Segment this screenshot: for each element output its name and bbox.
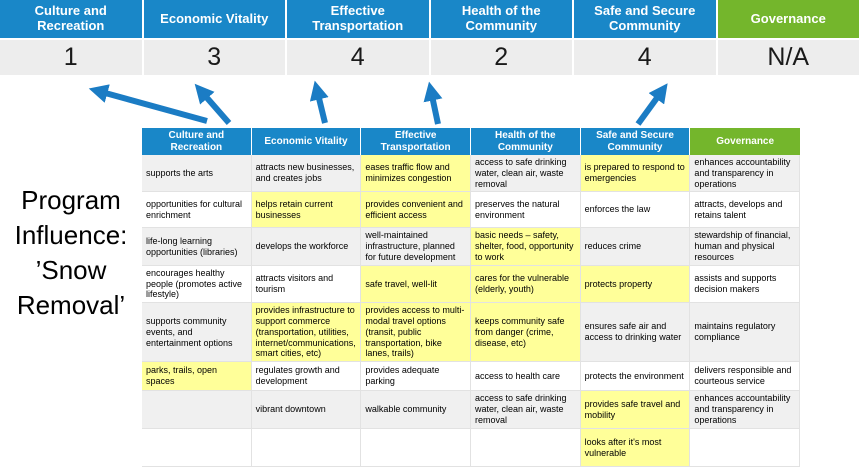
influence-arrow-5 <box>638 91 662 124</box>
matrix-cell-r3c4: basic needs – safety, shelter, food, opp… <box>471 228 581 265</box>
matrix-body: supports the arts attracts new businesse… <box>142 155 800 467</box>
matrix-cell-r4c2: attracts visitors and tourism <box>252 266 362 303</box>
matrix-cell-r3c3: well-maintained infrastructure, planned … <box>361 228 471 265</box>
matrix-cell-r3c1: life-long learning opportunities (librar… <box>142 228 252 265</box>
matrix-cell-r1c6: enhances accountability and transparency… <box>690 155 800 192</box>
matrix-column-header-governance: Governance <box>690 128 800 155</box>
matrix-cell-r7c4: access to safe drinking water, clean air… <box>471 391 581 429</box>
matrix-row-2: opportunities for cultural enrichment he… <box>142 192 800 228</box>
matrix-cell-r8c6 <box>690 429 800 467</box>
matrix-cell-r2c1: opportunities for cultural enrichment <box>142 192 252 228</box>
matrix-cell-r1c5: is prepared to respond to emergencies <box>581 155 691 192</box>
matrix-cell-r8c4 <box>471 429 581 467</box>
matrix-row-5: supports community events, and entertain… <box>142 303 800 362</box>
matrix-column-header-culture-and-recreation: Culture and Recreation <box>142 128 252 155</box>
matrix-cell-r3c2: develops the workforce <box>252 228 362 265</box>
matrix-cell-r2c4: preserves the natural environment <box>471 192 581 228</box>
score-row: 1 3 4 2 4 N/A <box>0 40 859 75</box>
matrix-row-6: parks, trails, open spaces regulates gro… <box>142 362 800 391</box>
matrix-row-4: encourages healthy people (promotes acti… <box>142 266 800 303</box>
matrix-row-7: vibrant downtown walkable community acce… <box>142 391 800 429</box>
matrix-cell-r7c3: walkable community <box>361 391 471 429</box>
matrix-cell-r8c5: looks after it's most vulnerable <box>581 429 691 467</box>
category-label: Governance <box>751 12 826 27</box>
score-economic-vitality: 3 <box>144 40 286 75</box>
matrix-cell-r3c5: reduces crime <box>581 228 691 265</box>
category-label: Economic Vitality <box>160 12 268 27</box>
matrix-cell-r7c6: enhances accountability and transparency… <box>690 391 800 429</box>
matrix-row-1: supports the arts attracts new businesse… <box>142 155 800 192</box>
matrix-cell-r6c4: access to health care <box>471 362 581 391</box>
matrix-cell-r4c5: protects property <box>581 266 691 303</box>
matrix-cell-r2c2: helps retain current businesses <box>252 192 362 228</box>
matrix-column-header-effective-transportation: Effective Transportation <box>361 128 471 155</box>
matrix-cell-r7c5: provides safe travel and mobility <box>581 391 691 429</box>
matrix-cell-r5c4: keeps community safe from danger (crime,… <box>471 303 581 362</box>
matrix-cell-r8c1 <box>142 429 252 467</box>
matrix-cell-r5c3: provides access to multi-modal travel op… <box>361 303 471 362</box>
matrix-cell-r3c6: stewardship of financial, human and phys… <box>690 228 800 265</box>
influence-arrow-1 <box>98 91 207 121</box>
score-health-of-the-community: 2 <box>431 40 573 75</box>
category-header-economic-vitality: Economic Vitality <box>144 0 286 38</box>
category-label: Culture and Recreation <box>8 4 134 34</box>
matrix-cell-r4c6: assists and supports decision makers <box>690 266 800 303</box>
matrix-cell-r6c6: delivers responsible and courteous servi… <box>690 362 800 391</box>
influence-matrix: Culture and Recreation Economic Vitality… <box>142 128 800 467</box>
matrix-cell-r1c2: attracts new businesses, and creates job… <box>252 155 362 192</box>
category-header-health-of-the-community: Health of the Community <box>431 0 573 38</box>
matrix-cell-r6c3: provides adequate parking <box>361 362 471 391</box>
matrix-cell-r5c1: supports community events, and entertain… <box>142 303 252 362</box>
matrix-cell-r1c1: supports the arts <box>142 155 252 192</box>
category-header-culture-and-recreation: Culture and Recreation <box>0 0 142 38</box>
matrix-cell-r8c2 <box>252 429 362 467</box>
influence-arrow-3 <box>317 90 325 123</box>
matrix-cell-r2c6: attracts, develops and retains talent <box>690 192 800 228</box>
matrix-cell-r8c3 <box>361 429 471 467</box>
matrix-cell-r5c6: maintains regulatory compliance <box>690 303 800 362</box>
score-safe-and-secure-community: 4 <box>574 40 716 75</box>
matrix-column-header-economic-vitality: Economic Vitality <box>252 128 362 155</box>
matrix-cell-r6c1: parks, trails, open spaces <box>142 362 252 391</box>
matrix-cell-r7c2: vibrant downtown <box>252 391 362 429</box>
matrix-column-header-health-of-the-community: Health of the Community <box>471 128 581 155</box>
matrix-cell-r4c1: encourages healthy people (promotes acti… <box>142 266 252 303</box>
category-label: Safe and Secure Community <box>582 4 708 34</box>
matrix-cell-r2c3: provides convenient and efficient access <box>361 192 471 228</box>
category-label: Health of the Community <box>439 4 565 34</box>
matrix-header-row: Culture and Recreation Economic Vitality… <box>142 128 800 155</box>
category-header-safe-and-secure-community: Safe and Secure Community <box>574 0 716 38</box>
category-label: Effective Transportation <box>295 4 421 34</box>
matrix-cell-r1c3: eases traffic flow and minimizes congest… <box>361 155 471 192</box>
score-governance: N/A <box>718 40 859 75</box>
program-influence-label: Program Influence: ’Snow Removal’ <box>0 183 142 323</box>
matrix-cell-r5c5: ensures safe air and access to drinking … <box>581 303 691 362</box>
matrix-cell-r1c4: access to safe drinking water, clean air… <box>471 155 581 192</box>
influence-arrow-4 <box>431 91 438 124</box>
matrix-cell-r6c5: protects the environment <box>581 362 691 391</box>
score-culture-and-recreation: 1 <box>0 40 142 75</box>
matrix-cell-r5c2: provides infrastructure to support comme… <box>252 303 362 362</box>
matrix-cell-r6c2: regulates growth and development <box>252 362 362 391</box>
matrix-cell-r4c4: cares for the vulnerable (elderly, youth… <box>471 266 581 303</box>
category-header-effective-transportation: Effective Transportation <box>287 0 429 38</box>
top-band: Culture and Recreation Economic Vitality… <box>0 0 859 38</box>
matrix-row-8: looks after it's most vulnerable <box>142 429 800 467</box>
matrix-cell-r7c1 <box>142 391 252 429</box>
matrix-column-header-safe-and-secure-community: Safe and Secure Community <box>581 128 691 155</box>
influence-arrows <box>0 78 859 132</box>
score-effective-transportation: 4 <box>287 40 429 75</box>
matrix-cell-r4c3: safe travel, well-lit <box>361 266 471 303</box>
category-header-governance: Governance <box>718 0 859 38</box>
matrix-cell-r2c5: enforces the law <box>581 192 691 228</box>
matrix-row-3: life-long learning opportunities (librar… <box>142 228 800 265</box>
